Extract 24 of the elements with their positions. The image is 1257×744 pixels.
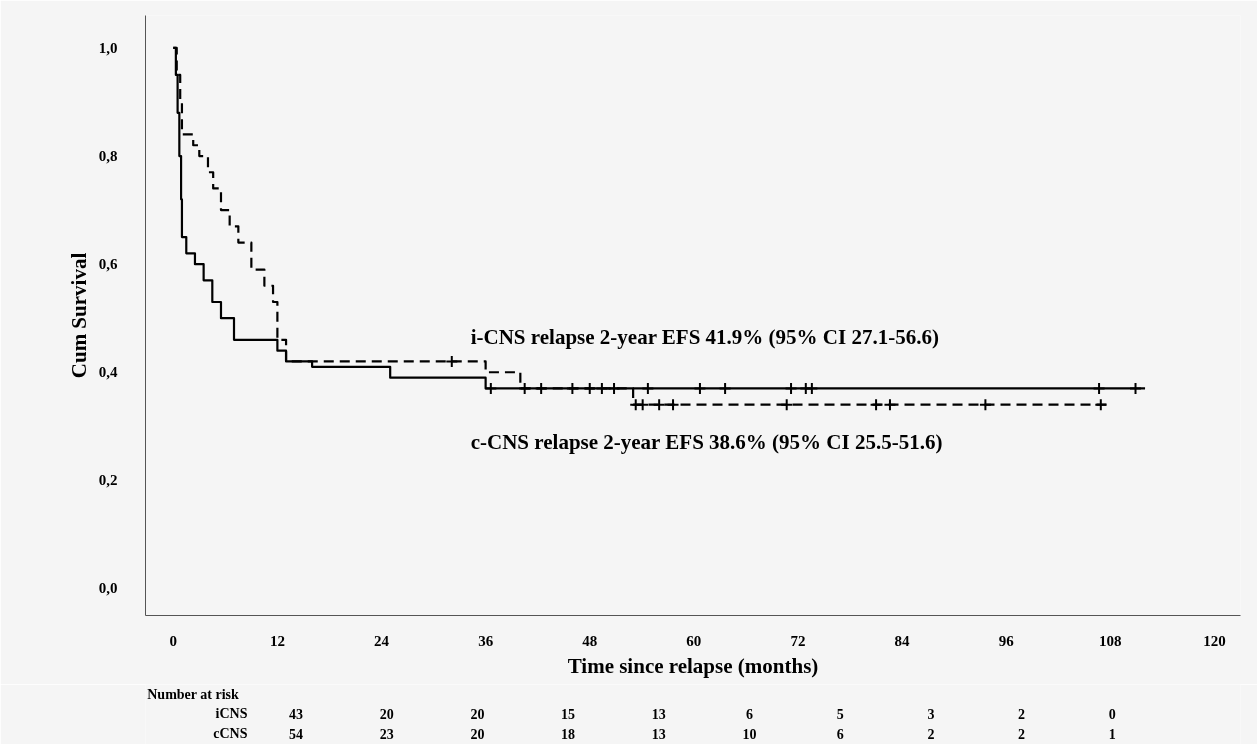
annotation: i-CNS relapse 2-year EFS 41.9% (95% CI 27.1-56.6) xyxy=(470,324,939,349)
x-tick-label: 120 xyxy=(1203,632,1226,649)
text: cCNS 54 23 20 18 13 10 6 2 2 1 xyxy=(213,726,1116,742)
y-tick-label: 0,8 xyxy=(98,148,118,165)
x-tick-label: 96 xyxy=(998,632,1015,649)
x-tick-label: 0 xyxy=(169,632,178,649)
x-tick-label: 84 xyxy=(894,632,911,649)
y-tick-label: 1,0 xyxy=(98,39,118,56)
x-tick-label: 72 xyxy=(790,632,806,649)
y-tick-label: 0,0 xyxy=(98,580,118,597)
x-tick-label: 12 xyxy=(269,632,285,649)
text: iCNS 43 20 20 15 13 6 5 3 2 0 xyxy=(215,706,1116,722)
y-tick-label: 0,2 xyxy=(98,472,118,489)
x-tick-label: 48 xyxy=(582,632,598,649)
y-axis-title: Cum Survival xyxy=(66,252,91,379)
x-tick-label: 36 xyxy=(478,632,494,649)
x-axis-title: Time since relapse (months) xyxy=(567,653,819,678)
y-tick-label: 0,6 xyxy=(98,256,118,273)
x-tick-label: 60 xyxy=(686,632,702,649)
annotation: c-CNS relapse 2-year EFS 38.6% (95% CI 25.5-51.6) xyxy=(470,429,943,454)
text: Number at risk xyxy=(147,687,239,702)
y-tick-label: 0,4 xyxy=(98,364,118,381)
x-tick-label: 24 xyxy=(374,632,390,649)
x-tick-label: 108 xyxy=(1099,632,1122,649)
